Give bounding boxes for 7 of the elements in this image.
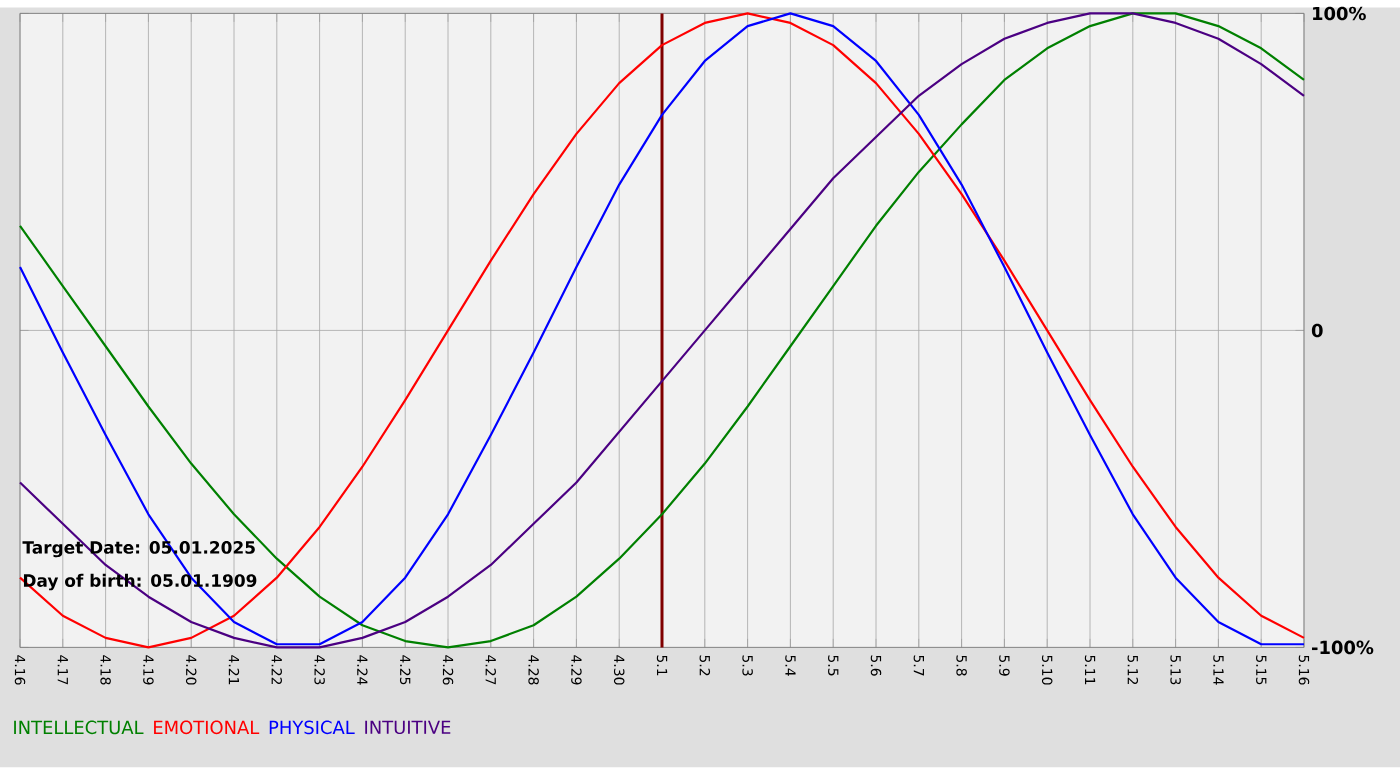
- text: INTELLECTUAL: [14, 720, 144, 735]
- y-tick-label: -100%: [1312, 640, 1374, 655]
- y-tick-label: 0: [1311, 323, 1323, 338]
- y-tick-label: 100%: [1313, 6, 1366, 21]
- text: PHYSICAL: [269, 720, 355, 735]
- text: INTUITIVE: [365, 721, 451, 735]
- text: EMOTIONAL: [154, 720, 260, 735]
